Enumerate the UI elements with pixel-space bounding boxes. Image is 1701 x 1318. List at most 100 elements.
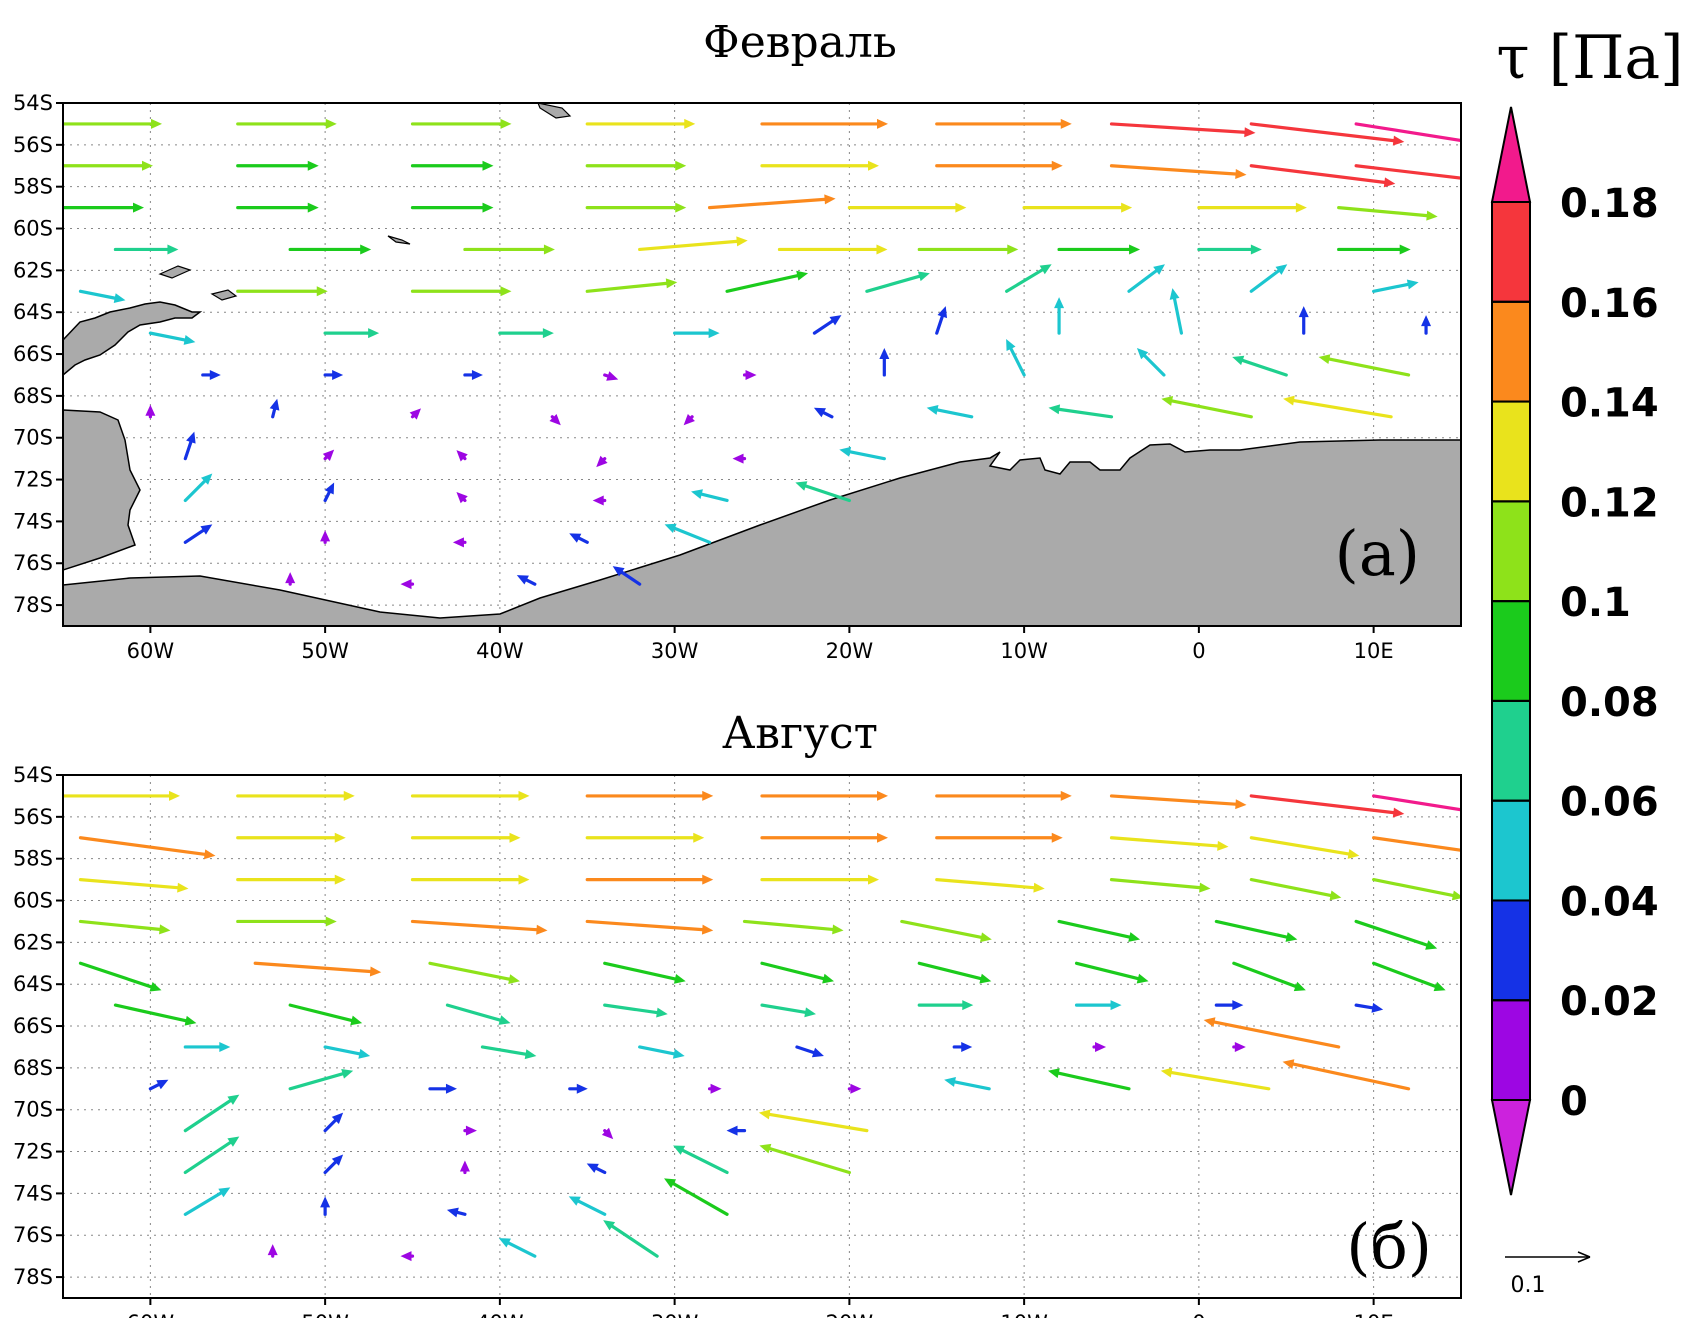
arrow-head — [758, 1109, 771, 1120]
arrow-head — [227, 1094, 240, 1105]
wind-stress-arrow — [322, 449, 335, 461]
arrow-head — [664, 523, 677, 534]
arrow-shaft — [78, 961, 153, 989]
wind-stress-arrow — [760, 118, 888, 129]
arrow-shaft — [900, 919, 983, 939]
colorbar-segment — [1491, 500, 1531, 603]
wind-stress-arrow — [463, 244, 555, 255]
wind-stress-arrow — [612, 566, 642, 586]
arrow-shaft — [1354, 1003, 1374, 1010]
arrow-shaft — [672, 1182, 729, 1216]
peninsula-landmass — [63, 409, 141, 571]
arrow-shaft — [1354, 164, 1461, 180]
arrow-shaft — [410, 919, 539, 932]
wind-stress-arrow — [236, 160, 319, 171]
arrow-head — [601, 1127, 614, 1140]
arrow-head — [979, 973, 992, 984]
arrow-shaft — [1009, 347, 1026, 377]
arrow-head — [325, 916, 337, 927]
arrow-head — [331, 1154, 344, 1166]
wind-stress-arrow — [410, 919, 548, 935]
wind-stress-arrow — [1054, 297, 1065, 335]
arrow-head — [732, 453, 744, 464]
wind-stress-arrow — [63, 790, 180, 801]
arrow-shaft — [113, 1003, 188, 1023]
wind-stress-arrow — [707, 194, 836, 210]
arrow-head — [331, 1112, 344, 1124]
arrow-head — [961, 1041, 973, 1052]
y-tick-label: 76S — [13, 1223, 53, 1247]
arrow-head — [1060, 790, 1072, 801]
arrow-head — [576, 1083, 588, 1094]
wind-stress-arrow — [1074, 961, 1149, 984]
wind-stress-arrow — [592, 495, 607, 506]
arrow-shaft — [1232, 961, 1298, 989]
arrow-head — [200, 524, 213, 535]
arrow-shaft — [78, 919, 162, 931]
arrow-head — [516, 575, 529, 585]
arrow-shaft — [480, 1045, 528, 1056]
wind-stress-arrow — [691, 489, 729, 503]
colorbar: τ [Па] 00.020.040.060.080.10.120.140.160… — [1490, 23, 1684, 1196]
arrow-shaft — [638, 1045, 676, 1056]
wind-stress-arrow — [400, 579, 415, 590]
wind-stress-arrow — [183, 1041, 231, 1052]
wind-stress-arrow — [795, 1045, 824, 1058]
arrow-head — [341, 1069, 354, 1079]
arrow-head — [343, 790, 355, 801]
arrow-head — [569, 533, 582, 543]
arrow-head — [673, 1145, 686, 1155]
wind-stress-arrow — [917, 961, 992, 984]
arrow-head — [1283, 395, 1295, 406]
wind-stress-arrow — [1249, 122, 1405, 146]
wind-stress-arrow — [410, 790, 530, 801]
arrow-head — [145, 404, 156, 416]
arrow-shaft — [1354, 122, 1461, 143]
arrow-shaft — [323, 1160, 337, 1175]
y-tick-label: 66S — [13, 1014, 53, 1038]
wind-stress-arrow — [428, 961, 520, 985]
reference-vector-label: 0.1 — [1511, 1273, 1546, 1298]
arrow-head — [955, 202, 967, 213]
arrow-head — [269, 398, 280, 411]
wind-stress-arrow — [952, 1041, 973, 1052]
wind-stress-arrow — [1249, 164, 1396, 188]
arrow-head — [1295, 202, 1307, 213]
arrow-head — [736, 236, 748, 247]
island — [210, 289, 238, 301]
arrow-head — [508, 974, 520, 985]
arrow-head — [177, 882, 189, 893]
wind-stress-arrow — [63, 118, 162, 129]
wind-stress-arrow — [673, 1145, 729, 1175]
arrow-shaft — [1337, 206, 1429, 218]
wind-stress-arrow — [1282, 1059, 1411, 1091]
wind-stress-arrow — [183, 1094, 240, 1133]
wind-stress-arrow — [549, 413, 561, 426]
wind-stress-arrow — [78, 289, 126, 304]
arrow-head — [596, 455, 608, 468]
arrow-shaft — [1249, 164, 1386, 184]
y-tick-label: 74S — [13, 509, 53, 533]
wind-stress-arrow — [498, 1238, 537, 1258]
arrow-shaft — [1354, 919, 1429, 947]
wind-stress-arrow — [917, 1000, 974, 1011]
arrow-head — [926, 405, 939, 415]
wind-stress-arrow — [1197, 202, 1307, 213]
arrow-head — [832, 924, 844, 935]
colorbar-label: 0.04 — [1560, 879, 1659, 925]
arrow-head — [542, 328, 554, 339]
wind-stress-arrow — [1249, 836, 1360, 859]
colorbar-label: 0.14 — [1560, 381, 1659, 427]
colorbar-labels: 0 0.02 0.04 0.06 0.08 0.1 0.12 0.14 0.16 0.18 — [1560, 181, 1659, 1125]
arrow-head — [759, 1143, 772, 1154]
arrow-head — [1275, 264, 1288, 275]
wind-stress-arrow — [236, 118, 337, 129]
wind-stress-arrow — [183, 431, 196, 461]
arrow-head — [325, 118, 337, 129]
arrow-head — [159, 924, 171, 935]
arrow-shaft — [681, 1148, 729, 1175]
wind-stress-arrow — [726, 1125, 747, 1136]
arrow-shaft — [673, 526, 712, 544]
wind-stress-arrow — [410, 286, 512, 297]
arrow-head — [1433, 981, 1446, 992]
